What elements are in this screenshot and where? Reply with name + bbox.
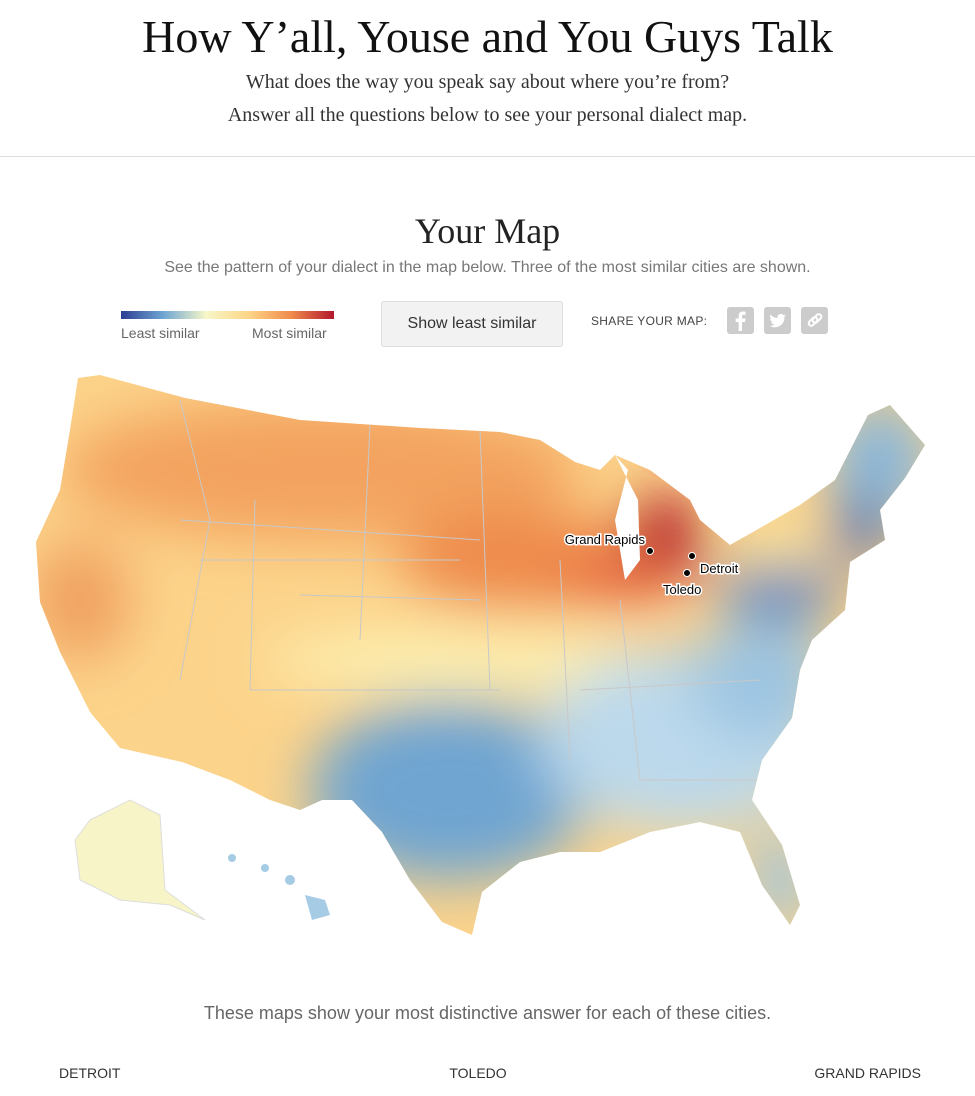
city-name: DETROIT: [59, 1065, 121, 1081]
city-markers: Grand Rapids Detroit Toledo: [563, 531, 740, 599]
legend-color-bar: [121, 311, 334, 319]
subtitle: Answer all the questions below to see yo…: [227, 104, 748, 126]
share-label: SHARE YOUR MAP:: [591, 314, 708, 328]
city-dot: [646, 547, 654, 555]
city-label: Grand Rapids: [565, 532, 646, 547]
city-label: Toledo: [663, 582, 701, 597]
page-title: How Y’all, Youse and You Guys Talk: [142, 11, 833, 62]
legend-label: Least similar: [121, 325, 200, 341]
dialect-map: Grand Rapids Detroit Toledo: [36, 375, 925, 935]
city-dot: [683, 569, 691, 577]
subtitle: What does the way you speak say about wh…: [245, 71, 730, 93]
twitter-icon[interactable]: [764, 307, 791, 334]
cities-description: These maps show your most distinctive an…: [203, 1003, 772, 1023]
city-name: TOLEDO: [449, 1065, 507, 1081]
facebook-icon[interactable]: [727, 307, 754, 334]
city-dot: [688, 552, 696, 560]
section-description: See the pattern of your dialect in the m…: [164, 259, 811, 276]
divider: [0, 156, 975, 157]
city-name: GRAND RAPIDS: [814, 1065, 921, 1081]
link-icon[interactable]: [801, 307, 828, 334]
legend-label: Most similar: [252, 325, 327, 341]
city-label: Detroit: [700, 561, 739, 576]
toggle-button[interactable]: Show least similar: [381, 301, 563, 347]
section-title: Your Map: [414, 211, 561, 251]
